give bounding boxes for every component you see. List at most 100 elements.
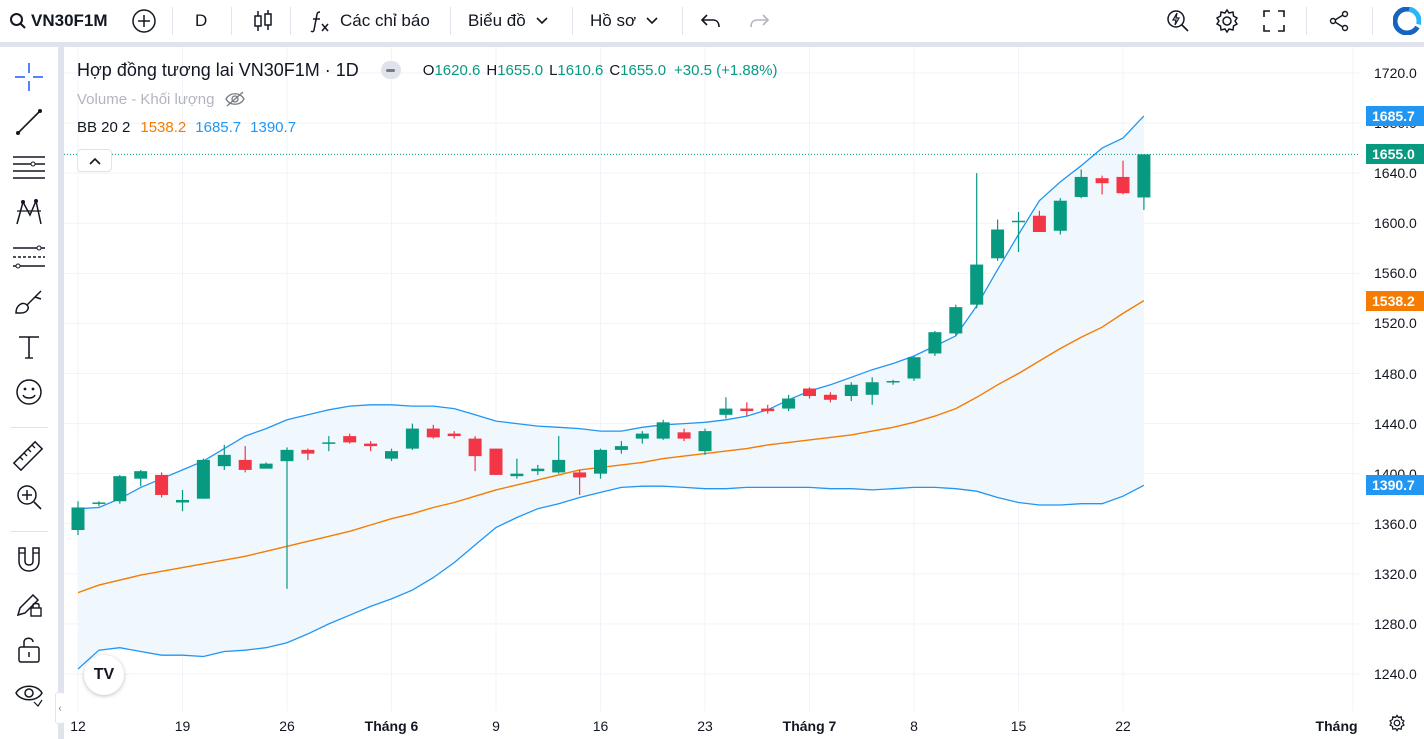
quick-search-button[interactable] [1165, 0, 1191, 42]
candle[interactable] [510, 458, 524, 479]
candle[interactable] [92, 501, 106, 507]
chart-menu-button[interactable]: Biểu đồ [468, 0, 548, 42]
candle[interactable] [698, 428, 712, 455]
candle[interactable] [259, 462, 273, 469]
text-tool[interactable] [9, 331, 49, 367]
zoom-tool[interactable] [9, 481, 49, 517]
tradingview-logo[interactable]: TV [84, 655, 124, 695]
share-button[interactable] [1328, 0, 1350, 42]
candle[interactable] [761, 404, 775, 414]
candle[interactable] [426, 424, 440, 439]
compare-symbol-button[interactable] [131, 0, 157, 42]
candle[interactable] [594, 448, 607, 479]
prediction-tool[interactable] [9, 241, 49, 277]
candle[interactable] [740, 402, 754, 417]
undo-button[interactable] [700, 0, 722, 42]
candle[interactable] [949, 304, 963, 336]
candle[interactable] [573, 469, 587, 495]
symbol-search-button[interactable]: VN30F1M [9, 0, 108, 42]
candle[interactable] [176, 489, 189, 512]
indicators-button[interactable]: Các chỉ báo [308, 0, 430, 42]
eye-off-icon[interactable] [224, 90, 246, 108]
candle[interactable] [1053, 198, 1067, 235]
candle[interactable] [489, 448, 503, 475]
legend-low: L1610.6 [549, 61, 604, 79]
lock-drawings-tool[interactable] [9, 588, 49, 624]
fullscreen-button[interactable] [1263, 0, 1285, 42]
candle[interactable] [1074, 169, 1088, 199]
tool-divider [10, 531, 48, 532]
candle[interactable] [552, 436, 566, 474]
legend-title[interactable]: Hợp đồng tương lai VN30F1M · 1D [77, 59, 359, 80]
candle[interactable] [301, 448, 315, 460]
candle[interactable] [238, 446, 252, 473]
candle[interactable] [656, 419, 670, 440]
price-scale[interactable]: 1720.01680.01640.01600.01560.01520.01480… [1360, 47, 1424, 711]
unlock-tool[interactable] [9, 633, 49, 669]
candle[interactable] [1116, 160, 1130, 195]
trend-line-tool[interactable] [9, 106, 49, 142]
candle[interactable] [719, 397, 733, 419]
candle[interactable] [217, 444, 231, 470]
candle[interactable] [1032, 210, 1046, 233]
legend-open: O1620.6 [422, 61, 481, 79]
candle[interactable] [343, 433, 357, 444]
candle[interactable] [405, 423, 419, 450]
candle[interactable] [803, 387, 816, 399]
candle[interactable] [970, 173, 984, 309]
candle[interactable] [447, 431, 461, 439]
pattern-tool[interactable] [9, 196, 49, 232]
measure-tool[interactable] [9, 439, 49, 475]
time-scale[interactable]: 12 19 26 Tháng 6 9 16 23 Tháng 7 8 15 22 Tháng Tám [64, 711, 1390, 739]
candle[interactable] [196, 458, 210, 499]
interval-button[interactable]: D [195, 0, 207, 42]
candle[interactable] [614, 441, 628, 454]
candle[interactable] [1012, 211, 1025, 253]
legend-collapse-button[interactable] [77, 149, 112, 172]
settings-button[interactable] [1214, 0, 1240, 42]
candle[interactable] [71, 501, 85, 536]
candle[interactable] [155, 472, 169, 498]
candle[interactable] [782, 394, 796, 412]
candle[interactable] [134, 469, 148, 487]
candle[interactable] [991, 219, 1005, 261]
redo-button[interactable] [748, 0, 770, 42]
market-status-icon[interactable] [380, 61, 401, 79]
bb-study-label[interactable]: BB 20 2 [77, 118, 131, 136]
price-chart[interactable] [64, 47, 1360, 711]
candle[interactable] [823, 392, 837, 403]
brand-logo[interactable] [1393, 0, 1421, 42]
candle[interactable] [907, 355, 921, 382]
candle[interactable] [865, 377, 879, 405]
chart-pane[interactable] [64, 47, 1360, 711]
hide-drawings-tool[interactable] [9, 678, 49, 714]
candle[interactable] [468, 436, 482, 472]
candle[interactable] [928, 330, 942, 356]
candle[interactable] [1137, 154, 1151, 210]
brush-tool[interactable] [9, 286, 49, 322]
candle[interactable] [385, 448, 398, 462]
candle[interactable] [886, 379, 900, 385]
volume-study-label[interactable]: Volume - Khối lượng [77, 90, 215, 108]
crosshair-tool[interactable] [9, 61, 49, 97]
toolbar-divider [1372, 7, 1373, 35]
candle-body [1074, 176, 1088, 197]
profile-menu-button[interactable]: Hồ sơ [590, 0, 658, 42]
candle[interactable] [113, 474, 127, 504]
price-tick-label: 1640.0 [1374, 165, 1417, 182]
channel-tool[interactable] [9, 151, 49, 187]
candle[interactable] [280, 447, 294, 589]
candle[interactable] [1095, 175, 1109, 195]
candle[interactable] [322, 436, 336, 452]
emoji-tool[interactable] [9, 376, 49, 412]
candle[interactable] [844, 382, 858, 402]
chart-type-button[interactable] [252, 0, 274, 42]
candle[interactable] [635, 431, 649, 444]
candle[interactable] [677, 428, 691, 442]
candle[interactable] [531, 464, 545, 475]
scale-settings-button[interactable] [1360, 711, 1424, 739]
magnet-tool[interactable] [9, 543, 49, 579]
candle[interactable] [364, 441, 378, 452]
candle-body [823, 394, 837, 400]
